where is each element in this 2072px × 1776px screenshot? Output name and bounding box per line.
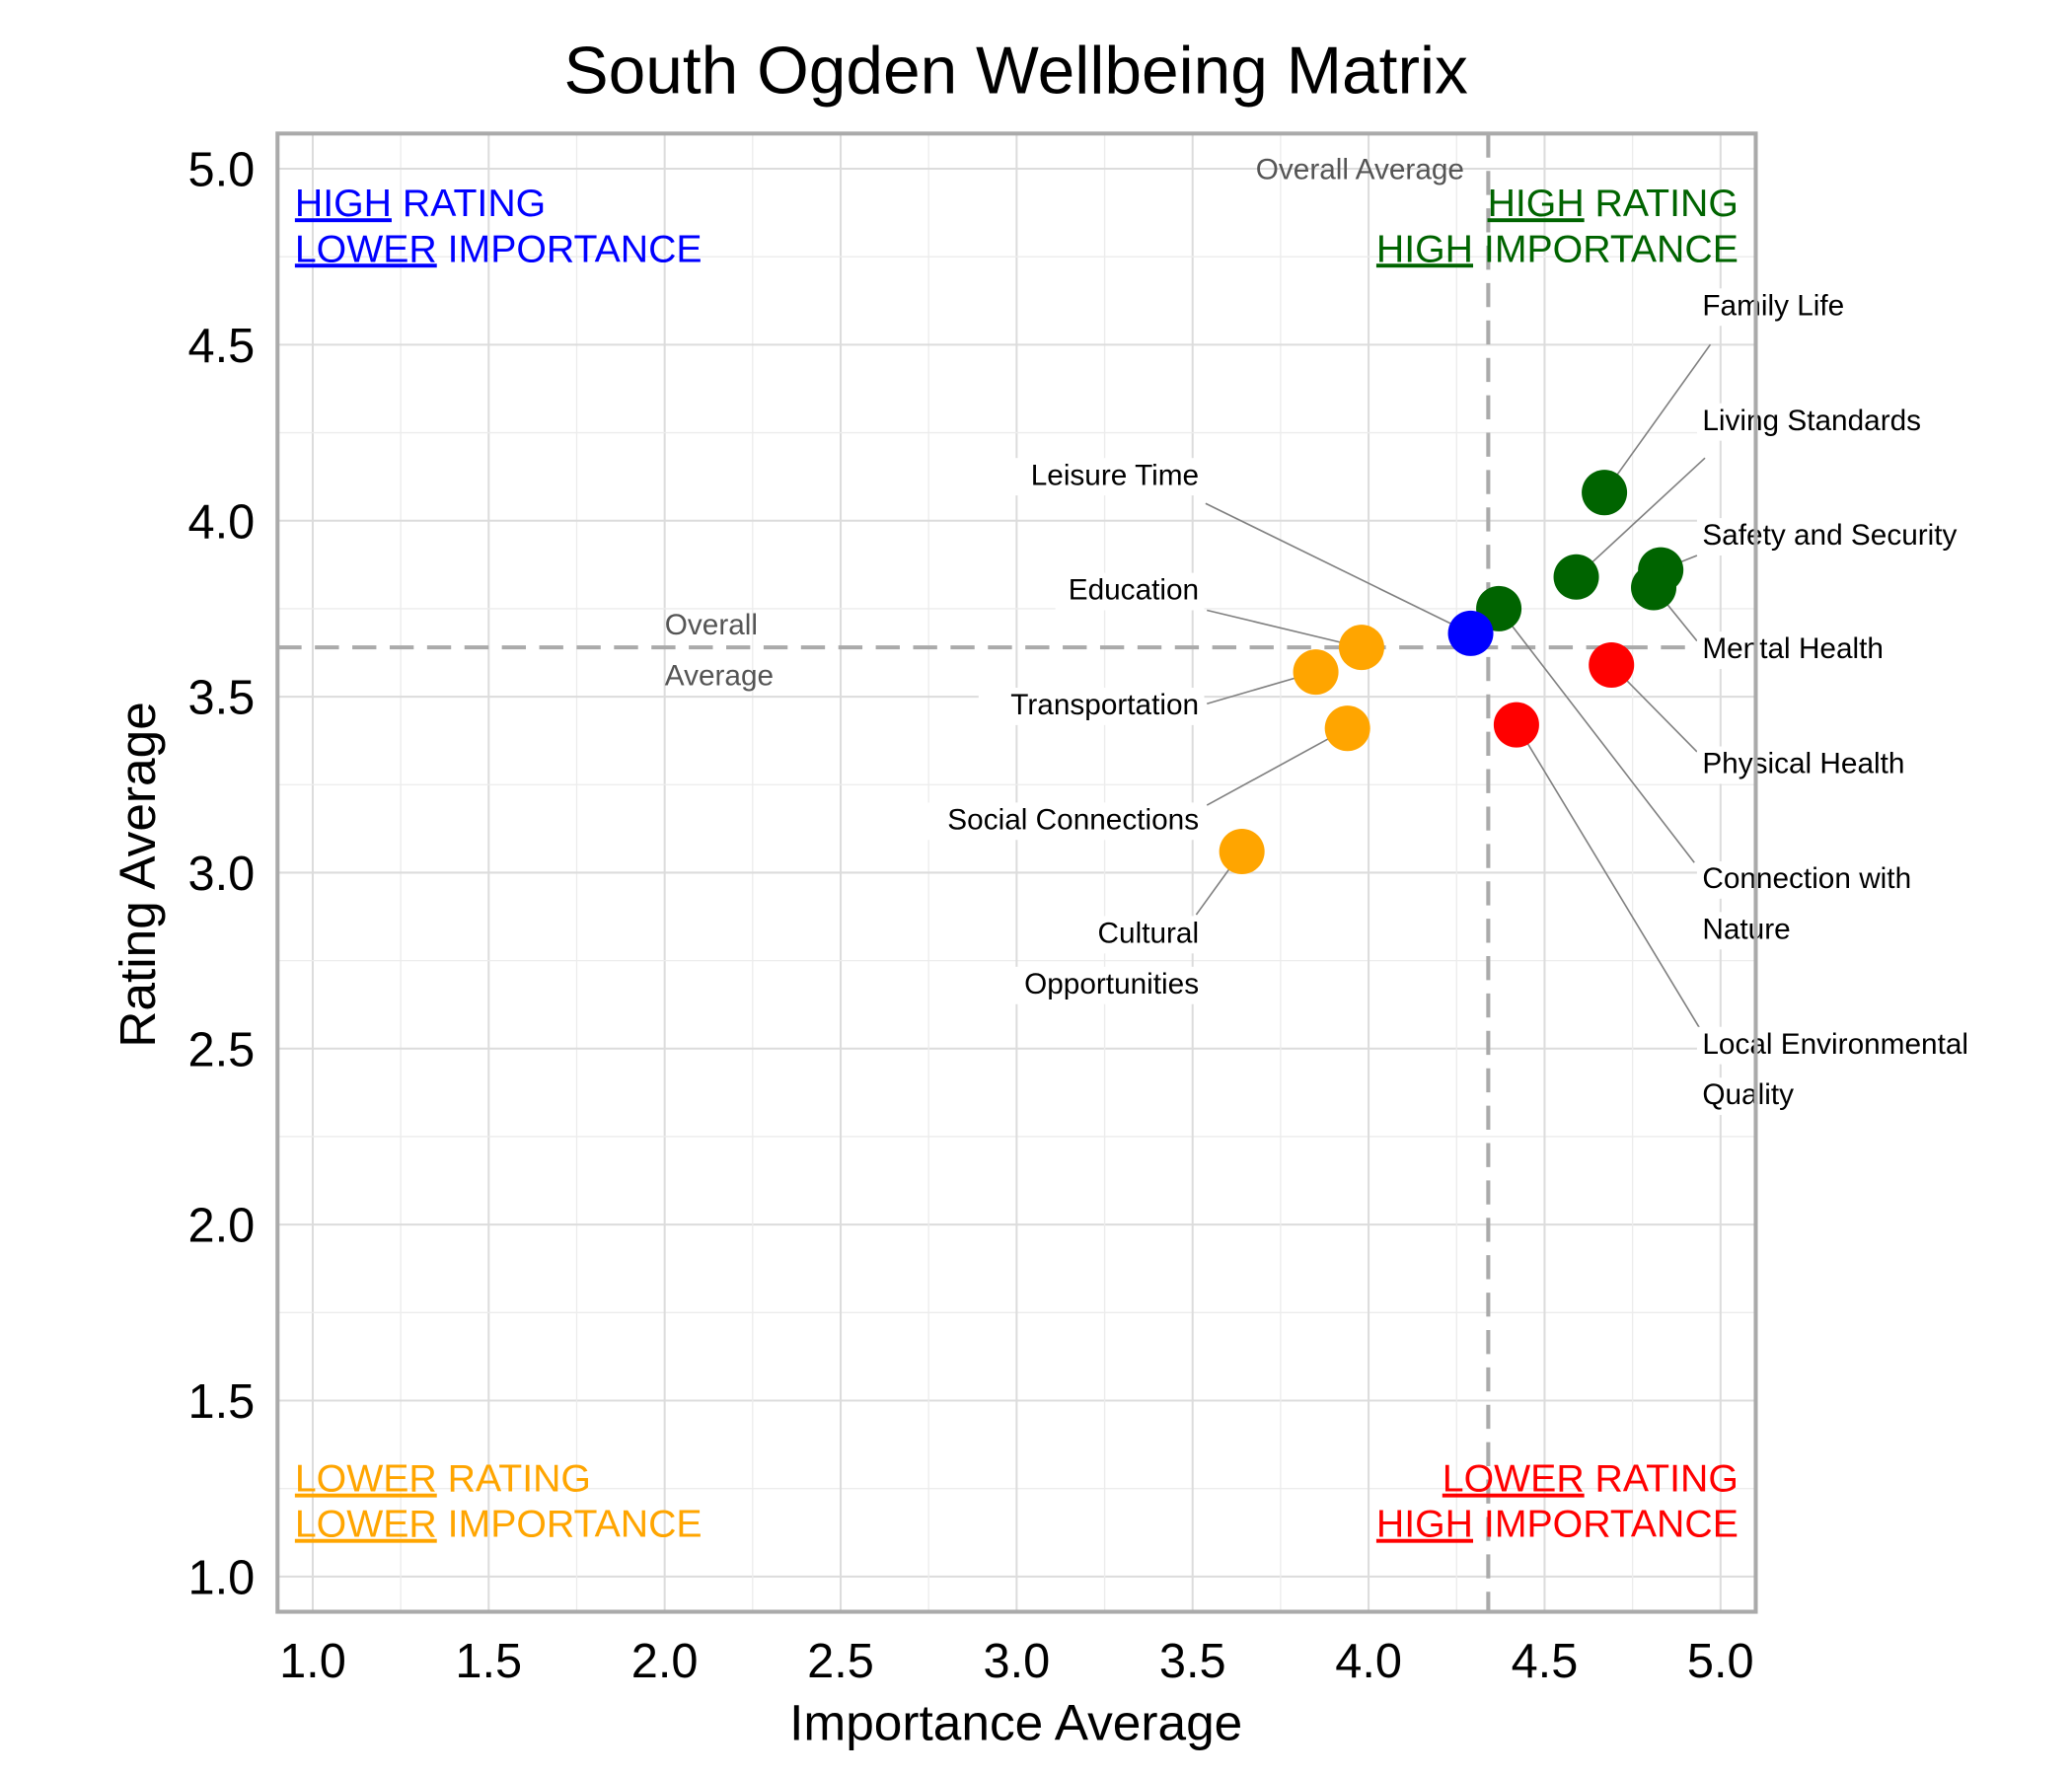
label-background <box>1696 1026 2000 1065</box>
average-label-y: Overall <box>665 609 758 641</box>
quadrant-label-bottom-left: LOWER IMPORTANCE <box>295 1503 703 1546</box>
plot-border <box>275 131 1758 1614</box>
x-axis-label: Importance Average <box>789 1693 1242 1750</box>
quadrant-label-top-right: HIGH IMPORTANCE <box>1376 227 1739 270</box>
y-tick-label: 4.0 <box>188 495 256 549</box>
label-background <box>1696 288 1877 327</box>
point-label: Mental Health <box>1702 632 1884 665</box>
leader-line <box>1205 502 1471 634</box>
label-background <box>1696 631 1908 670</box>
x-tick-label: 3.5 <box>1159 1635 1226 1688</box>
label-background <box>1071 916 1205 954</box>
leader-line <box>1207 609 1363 648</box>
leader-line <box>1498 608 1695 863</box>
leader-line <box>1516 724 1701 1029</box>
label-background <box>1696 860 1939 899</box>
y-tick-label: 1.5 <box>188 1375 256 1429</box>
point-labels: Family Life Living Standards Safety and Se… <box>917 288 2000 1116</box>
y-axis-label: Rating Average <box>109 702 166 1048</box>
y-tick-label: 1.0 <box>188 1551 256 1604</box>
y-tick-label: 3.5 <box>188 672 256 725</box>
point-label: Quality <box>1702 1078 1794 1111</box>
y-tick-label: 2.0 <box>188 1200 256 1253</box>
quadrant-label-bottom-right: HIGH IMPORTANCE <box>1376 1503 1739 1546</box>
quadrant-label-bottom-right: LOWER RATING <box>1443 1457 1739 1501</box>
data-point <box>1631 564 1677 611</box>
data-point <box>1589 641 1635 688</box>
quadrant-label-top-right: HIGH RATING <box>1488 182 1739 225</box>
label-background <box>1008 458 1205 496</box>
chart-title: South Ogden Wellbeing Matrix <box>564 35 1469 109</box>
point-label: Family Life <box>1702 289 1844 322</box>
y-tick-label: 5.0 <box>188 144 256 197</box>
point-label: Opportunities <box>1024 968 1199 1000</box>
data-point <box>1582 470 1628 516</box>
y-tick-label: 3.0 <box>188 848 256 901</box>
point-label: Cultural <box>1098 917 1200 949</box>
label-background <box>1696 518 2000 556</box>
x-tick-label: 4.0 <box>1335 1635 1402 1688</box>
point-label: Local Environmental <box>1702 1028 1968 1061</box>
grid <box>277 133 1756 1612</box>
points <box>1219 470 1684 875</box>
label-background <box>1696 912 1801 950</box>
x-tick-label: 3.0 <box>984 1635 1051 1688</box>
label-leaders <box>1195 343 1712 1029</box>
y-tick-label: 4.5 <box>188 320 256 373</box>
x-tick-label: 4.5 <box>1512 1635 1579 1688</box>
tick-labels: 1.0 1.5 2.0 2.5 3.0 3.5 4.0 4.5 5.0 1.0 1.5 2.0 2.5 3… <box>188 144 1754 1688</box>
quadrant-label-bottom-left: LOWER RATING <box>295 1457 591 1501</box>
data-point <box>1324 705 1370 752</box>
leader-line <box>1206 727 1349 806</box>
x-tick-label: 5.0 <box>1687 1635 1754 1688</box>
quadrant-label-top-left: LOWER IMPORTANCE <box>295 227 703 270</box>
data-point <box>1553 554 1599 600</box>
label-background <box>994 966 1205 1004</box>
x-tick-label: 1.0 <box>279 1635 346 1688</box>
point-label: Transportation <box>1010 689 1199 721</box>
x-tick-label: 1.5 <box>455 1635 522 1688</box>
point-label: Social Connections <box>947 803 1199 836</box>
point-label: Living Standards <box>1702 405 1921 437</box>
x-tick-label: 2.0 <box>631 1635 699 1688</box>
leader-line <box>1575 457 1706 578</box>
label-background <box>917 802 1205 841</box>
point-label: Education <box>1069 574 1199 607</box>
leader-line <box>1603 343 1712 493</box>
average-label-x: Overall Average <box>1256 153 1464 185</box>
point-label: Leisure Time <box>1031 459 1199 491</box>
point-label: Safety and Security <box>1702 519 1957 552</box>
average-label-y: Average <box>665 659 774 692</box>
label-background <box>1055 572 1205 611</box>
average-lines: Overall Average Overall Average <box>277 133 1756 1612</box>
point-label: Connection with <box>1702 862 1911 895</box>
quadrant-label-top-left: HIGH RATING <box>295 182 546 225</box>
data-point <box>1493 702 1539 748</box>
label-background <box>978 687 1205 725</box>
data-point <box>1293 649 1339 696</box>
data-point <box>1447 610 1494 656</box>
point-label: Nature <box>1702 913 1790 945</box>
x-tick-label: 2.5 <box>807 1635 874 1688</box>
data-point <box>1338 625 1384 671</box>
label-background <box>1696 746 1939 784</box>
label-background <box>1696 403 1954 441</box>
y-tick-label: 2.5 <box>188 1023 256 1076</box>
data-point <box>1219 829 1265 875</box>
point-label: Physical Health <box>1702 748 1904 780</box>
